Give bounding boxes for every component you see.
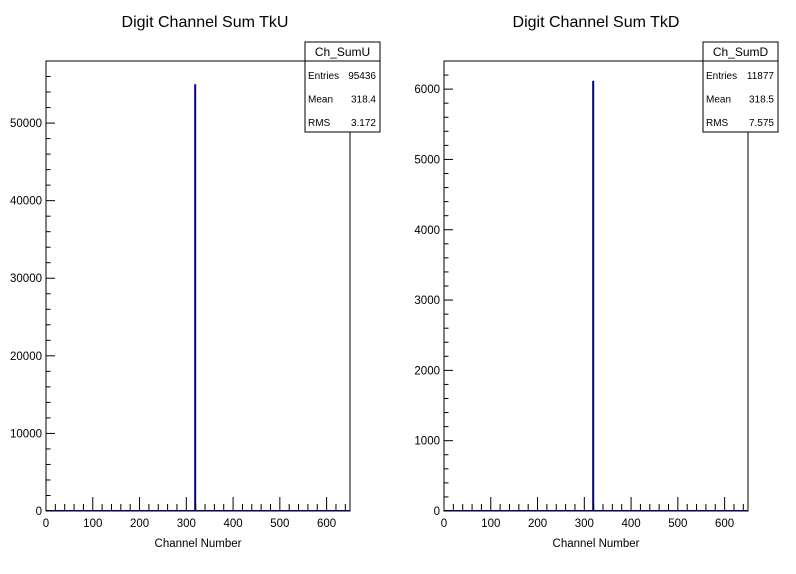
- x-tick-label: 100: [481, 518, 500, 530]
- stats-row-label: Entries: [308, 71, 339, 82]
- histogram-pad-2: Digit Channel Sum TkD 0 100 200 300 400 500 600…: [414, 14, 779, 550]
- y-tick-label: 50000: [10, 118, 42, 130]
- x-tick-label: 200: [528, 518, 547, 530]
- x-tick-label: 400: [621, 518, 640, 530]
- x-tick-label: 500: [270, 518, 289, 530]
- plot-frame: [45, 60, 351, 512]
- x-tick-label: 300: [177, 518, 196, 530]
- stats-row-value: 11877: [747, 71, 775, 82]
- stats-box-name: Ch_SumD: [713, 45, 769, 59]
- y-tick-label: 5000: [414, 154, 440, 166]
- x-tick-label: 200: [130, 518, 149, 530]
- x-tick-label: 500: [668, 518, 687, 530]
- y-tick-label: 3000: [414, 295, 440, 307]
- stats-box-name: Ch_SumU: [315, 45, 370, 59]
- y-tick-label: 6000: [414, 84, 440, 96]
- x-tick-label: 400: [223, 518, 242, 530]
- stats-row-label: Mean: [706, 95, 731, 106]
- y-tick-label: 20000: [10, 351, 42, 363]
- y-tick-label: 0: [36, 506, 42, 518]
- y-tick-label: 40000: [10, 196, 42, 208]
- stats-row-label: Entries: [706, 71, 737, 82]
- x-tick-label: 600: [317, 518, 336, 530]
- stats-box-frame: [702, 41, 779, 133]
- stats-box: Ch_SumD Entries 11877 Mean 318.5 RMS 7.575: [702, 41, 779, 133]
- chart-title: Digit Channel Sum TkD: [513, 14, 680, 31]
- x-axis-label: Channel Number: [155, 538, 242, 550]
- stats-box-frame: [304, 41, 381, 133]
- y-tick-label: 4000: [414, 225, 440, 237]
- stats-box: Ch_SumU Entries 95436 Mean 318.4 RMS 3.172: [304, 41, 381, 133]
- chart-title: Digit Channel Sum TkU: [122, 14, 289, 31]
- histogram-pad-1: Digit Channel Sum TkU 0 100 200 300 400 500 600…: [10, 14, 381, 550]
- x-tick-label: 0: [441, 518, 447, 530]
- y-tick-label: 2000: [414, 365, 440, 377]
- stats-row-value: 3.172: [351, 118, 376, 129]
- stats-row-label: RMS: [706, 118, 729, 129]
- y-tick-label: 0: [434, 506, 440, 518]
- stats-row-value: 318.4: [351, 95, 376, 106]
- x-axis-label: Channel Number: [553, 538, 640, 550]
- x-tick-label: 600: [715, 518, 734, 530]
- y-tick-label: 30000: [10, 273, 42, 285]
- x-tick-label: 300: [575, 518, 594, 530]
- y-tick-label: 1000: [414, 436, 440, 448]
- stats-row-value: 318.5: [749, 95, 774, 106]
- stats-row-label: Mean: [308, 95, 333, 106]
- y-tick-label: 10000: [10, 428, 42, 440]
- stats-row-label: RMS: [308, 118, 331, 129]
- x-tick-label: 100: [83, 518, 102, 530]
- plot-frame: [443, 60, 749, 512]
- x-tick-label: 0: [43, 518, 49, 530]
- stats-row-value: 95436: [348, 71, 376, 82]
- stats-row-value: 7.575: [749, 118, 774, 129]
